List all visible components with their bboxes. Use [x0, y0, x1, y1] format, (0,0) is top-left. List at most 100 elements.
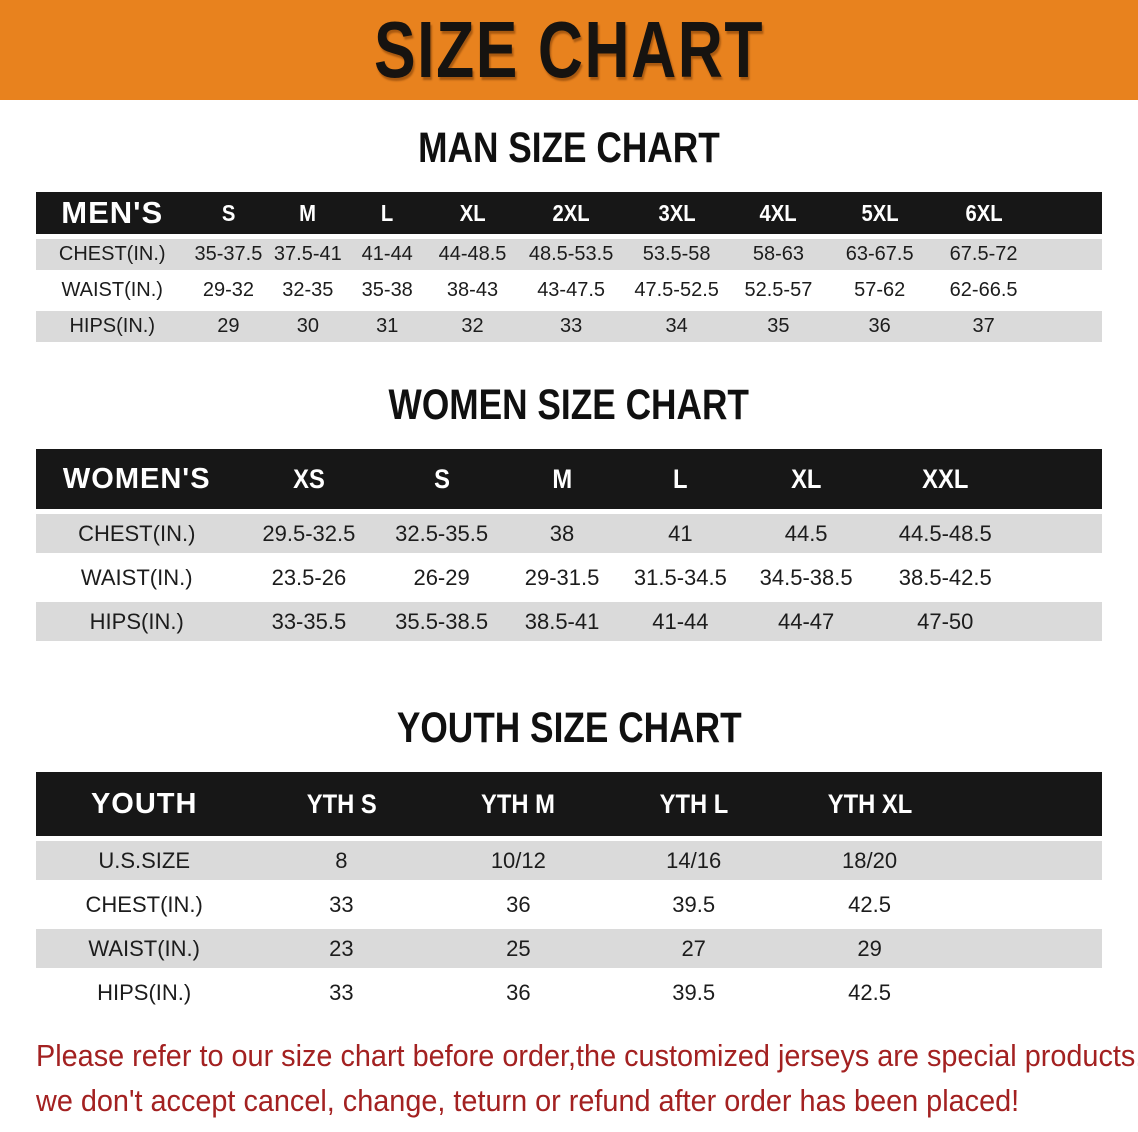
table-row: HIPS(IN.) 33 36 39.5 42.5	[36, 973, 1102, 1012]
row-label: WAIST(IN.)	[36, 929, 253, 968]
size-cell: 36	[827, 311, 932, 342]
size-cell: 63-67.5	[827, 239, 932, 270]
size-cell: 32	[427, 311, 518, 342]
size-cell: 27	[606, 929, 782, 968]
table-row: U.S.SIZE 8 10/12 14/16 18/20	[36, 841, 1102, 880]
size-cell: 52.5-57	[744, 279, 813, 301]
size-cell: 39.5	[672, 891, 716, 917]
row-label: WAIST(IN.)	[61, 279, 163, 301]
size-cell: 47.5-52.5	[634, 279, 719, 301]
size-cell: 44-47	[739, 602, 873, 641]
col-header: M	[502, 449, 622, 509]
size-cell: 35.5-38.5	[380, 602, 503, 641]
size-cell: 29	[781, 929, 959, 968]
spacer-cell	[958, 841, 1102, 880]
size-cell: 8	[252, 841, 431, 880]
man-section-heading: MAN SIZE CHART	[0, 124, 1138, 173]
col-header: L	[621, 449, 740, 509]
row-label: CHEST(IN.)	[36, 239, 189, 270]
col-header: L	[347, 192, 428, 234]
size-cell: 38.5-41	[502, 602, 622, 641]
col-header: YTH XL	[781, 772, 959, 836]
size-cell: 29.5-32.5	[237, 514, 381, 553]
women-header-row: WOMEN'S XS S M L XL XXL	[36, 449, 1102, 509]
banner-title: SIZE CHART	[374, 5, 764, 94]
size-cell: 29	[188, 311, 269, 342]
disclaimer-line-1: Please refer to our size chart before or…	[36, 1038, 1138, 1073]
size-cell: 39.5	[672, 979, 716, 1005]
table-row: CHEST(IN.) 33 36 39.5 42.5	[36, 885, 1102, 924]
size-cell: 44.5-48.5	[872, 514, 1018, 553]
men-size-table: MEN'S S M L XL 2XL 3XL 4XL 5XL 6XL CHEST…	[36, 187, 1102, 347]
size-cell: 44-48.5	[427, 239, 518, 270]
size-cell: 35-38	[361, 279, 413, 301]
table-row: WAIST(IN.) 23.5-26 26-29 29-31.5 31.5-34…	[36, 558, 1102, 597]
spacer-cell	[1035, 192, 1102, 234]
size-cell: 38.5-42.5	[898, 564, 992, 590]
row-label: CHEST(IN.)	[36, 514, 238, 553]
col-header: S	[188, 192, 269, 234]
spacer-cell	[958, 973, 1102, 1012]
women-size-table: WOMEN'S XS S M L XL XXL CHEST(IN.) 29.5-…	[36, 444, 1102, 646]
size-cell: 53.5-58	[624, 239, 729, 270]
size-cell: 30	[268, 311, 348, 342]
col-header: YTH M	[430, 772, 607, 836]
men-table-title: MEN'S	[36, 192, 189, 234]
size-cell: 36	[506, 891, 531, 917]
man-heading-text: MAN SIZE CHART	[418, 124, 720, 172]
size-cell: 41-44	[347, 239, 428, 270]
table-row: WAIST(IN.) 29-32 32-35 35-38 38-43 43-47…	[36, 275, 1102, 306]
men-header-row: MEN'S S M L XL 2XL 3XL 4XL 5XL 6XL	[36, 192, 1102, 234]
col-header: XXL	[872, 449, 1018, 509]
col-header: YTH L	[606, 772, 782, 836]
size-cell: 57-62	[854, 279, 906, 301]
table-row: CHEST(IN.) 29.5-32.5 32.5-35.5 38 41 44.…	[36, 514, 1102, 553]
disclaimer-line-2: we don't accept cancel, change, teturn o…	[36, 1083, 1020, 1118]
size-cell: 38-43	[446, 279, 499, 301]
size-cell: 42.5	[848, 979, 891, 1005]
size-cell: 33	[517, 311, 625, 342]
size-cell: 37	[931, 311, 1036, 342]
size-cell: 33	[329, 891, 354, 917]
size-cell: 29-31.5	[524, 564, 600, 590]
youth-heading-text: YOUTH SIZE CHART	[396, 704, 742, 752]
col-header: S	[380, 449, 503, 509]
row-label: HIPS(IN.)	[36, 602, 238, 641]
table-row: WAIST(IN.) 23 25 27 29	[36, 929, 1102, 968]
col-header: XL	[427, 192, 518, 234]
spacer-cell	[1017, 514, 1102, 553]
spacer-cell	[1036, 275, 1102, 306]
row-label: U.S.SIZE	[36, 841, 253, 880]
size-cell: 62-66.5	[949, 279, 1018, 301]
size-cell: 36	[506, 979, 531, 1005]
size-cell: 34	[624, 311, 729, 342]
size-cell: 35-37.5	[188, 239, 269, 270]
size-cell: 18/20	[781, 841, 959, 880]
size-cell: 33	[329, 979, 354, 1005]
size-cell: 31.5-34.5	[633, 564, 727, 590]
col-header: 5XL	[827, 192, 932, 234]
size-cell: 42.5	[848, 891, 891, 917]
table-row: HIPS(IN.) 33-35.5 35.5-38.5 38.5-41 41-4…	[36, 602, 1102, 641]
women-section-heading: WOMEN SIZE CHART	[0, 381, 1138, 430]
size-cell: 32-35	[282, 279, 334, 301]
spacer-cell	[1017, 449, 1102, 509]
size-cell: 41	[621, 514, 740, 553]
size-cell: 67.5-72	[931, 239, 1036, 270]
youth-table-title: YOUTH	[36, 772, 253, 836]
col-header: XS	[237, 449, 381, 509]
size-cell: 38	[502, 514, 622, 553]
spacer-cell	[1017, 602, 1102, 641]
row-label: HIPS(IN.)	[97, 979, 192, 1005]
col-header: 4XL	[728, 192, 828, 234]
spacer-cell	[958, 772, 1102, 836]
spacer-cell	[1018, 558, 1102, 597]
col-header: 2XL	[517, 192, 625, 234]
size-cell: 37.5-41	[268, 239, 348, 270]
size-cell: 47-50	[872, 602, 1018, 641]
size-cell: 34.5-38.5	[759, 564, 853, 590]
youth-header-row: YOUTH YTH S YTH M YTH L YTH XL	[36, 772, 1102, 836]
size-cell: 10/12	[430, 841, 607, 880]
col-header: YTH S	[252, 772, 431, 836]
size-cell: 43-47.5	[537, 279, 606, 301]
